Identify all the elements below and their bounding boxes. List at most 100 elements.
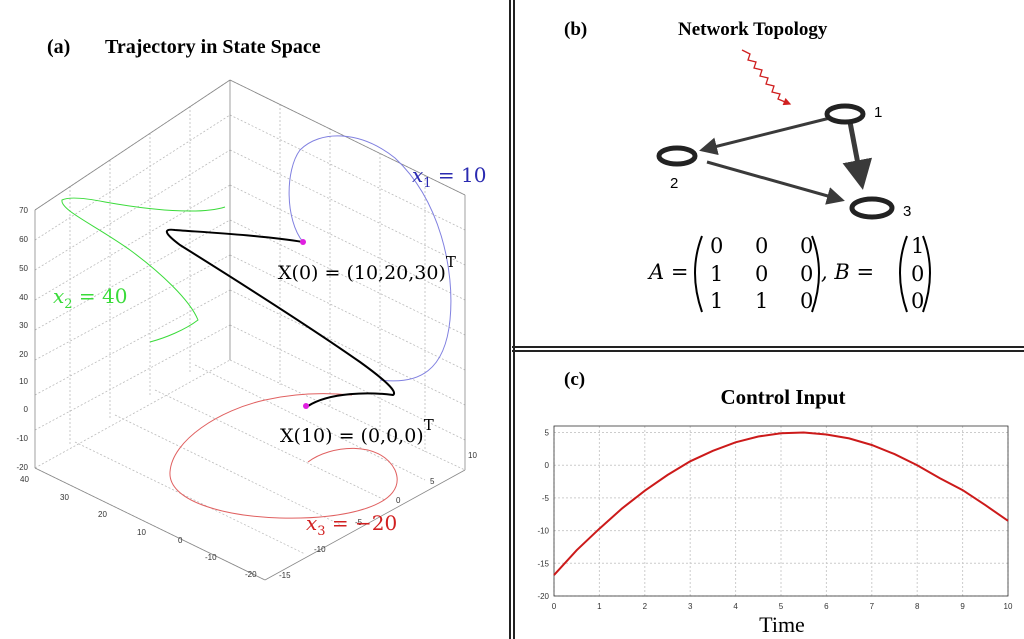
svg-text:0: 0: [911, 289, 924, 313]
z-tick-label: -10: [16, 434, 28, 443]
svg-text:0: 0: [911, 262, 924, 286]
matrix-b-entries: 1 0 0: [911, 234, 924, 313]
y-tick-label: -10: [205, 553, 217, 562]
y-tick-label: 5: [545, 429, 550, 438]
x3-label: x3 = −20: [306, 511, 397, 539]
panel-divider-horizontal: [512, 346, 1024, 348]
svg-text:1: 1: [710, 262, 723, 286]
grid-line: [34, 324, 231, 431]
grid-line: [34, 114, 231, 241]
x-tick-label: -10: [314, 545, 326, 554]
svg-text:1: 1: [755, 289, 768, 313]
grid-line: [74, 441, 306, 555]
grid-line: [229, 359, 466, 471]
x-tick-label: -15: [279, 571, 291, 580]
x-axis-line: [264, 469, 466, 581]
y-tick-label: -5: [542, 494, 550, 503]
node-2: [656, 145, 698, 167]
x-tick-label: 1: [597, 602, 602, 611]
z-tick-label: 60: [19, 235, 28, 244]
panel-b-letter: (b): [564, 19, 587, 40]
grid-line: [229, 289, 466, 406]
x-tick-label: 9: [960, 602, 965, 611]
x1-label: x1 = 10: [412, 163, 486, 191]
grid-line: [34, 359, 231, 469]
svg-text:1: 1: [911, 234, 924, 258]
grid-line: [34, 289, 231, 396]
svg-text:0: 0: [755, 234, 768, 258]
panel-b-network-topology: (b) Network Topology 1 2 3 A = 0 0 0 1 0…: [512, 0, 1024, 348]
chart-grid: [553, 426, 1009, 597]
panel-divider-horizontal: [512, 350, 1024, 352]
x-tick-label: 4: [733, 602, 738, 611]
y-axis-line: [34, 467, 266, 581]
z-tick-label: 70: [19, 206, 28, 215]
x-tick-label: 0: [396, 496, 401, 505]
y-tick-label: 40: [20, 475, 29, 484]
control-input-line-chart: (c) Control Input 0 1 2 3 4 5 6 7 8 9 10 5 0 -5 -10 -15…: [537, 369, 1013, 637]
node-1-label: 1: [874, 104, 882, 121]
grid-line: [34, 184, 231, 301]
grid-line: [194, 364, 426, 481]
matrix-a-left-paren: [694, 235, 703, 313]
x-axis-label: Time: [759, 612, 805, 637]
panel-c-letter: (c): [564, 369, 585, 390]
edge-1-to-2: [699, 116, 831, 156]
control-input-series-line: [553, 431, 1009, 576]
x3-projection-curve: [169, 393, 398, 519]
y-tick-label: -15: [537, 559, 549, 568]
edge-1-to-3: [842, 121, 873, 190]
node-1: [824, 103, 866, 125]
state-space-3d-plot: 70 60 50 40 30 20 10 0 -10 -20 40 30 20 …: [16, 36, 486, 581]
axes-frame: [34, 79, 466, 581]
node-3: [849, 196, 895, 220]
start-point-label: X(0) = (10,20,30)T: [278, 253, 456, 284]
state-trajectory-curve: [165, 228, 396, 407]
grid-line: [34, 254, 231, 361]
end-point-marker: [303, 403, 309, 409]
chart-ticks: 0 1 2 3 4 5 6 7 8 9 10 5 0 -5 -10 -15 -20: [537, 429, 1013, 611]
grid-line: [114, 414, 346, 528]
grid-line: [34, 219, 231, 331]
top-edge: [34, 79, 231, 211]
panel-divider-vertical: [513, 0, 515, 639]
svg-text:0: 0: [800, 289, 813, 313]
panel-a-title: Trajectory in State Space: [105, 36, 321, 58]
grid-line: [229, 149, 466, 266]
grid-line: [229, 114, 466, 231]
x2-projection-curve: [61, 197, 226, 343]
x-tick-label: 0: [552, 602, 557, 611]
y-tick-label: -20: [245, 570, 257, 579]
svg-text:1: 1: [710, 289, 723, 313]
x-tick-label: 10: [468, 451, 477, 460]
x2-label: x2 = 40: [53, 284, 127, 312]
x-tick-label: 6: [824, 602, 829, 611]
z-tick-label: 10: [19, 377, 28, 386]
z-tick-label: 30: [19, 321, 28, 330]
y-tick-label: 10: [137, 528, 146, 537]
y-tick-label: 0: [545, 461, 550, 470]
grid-line: [154, 389, 386, 501]
matrix-a-right-paren: [811, 235, 820, 313]
panel-b-title: Network Topology: [678, 19, 828, 40]
z-tick-label: 20: [19, 350, 28, 359]
chart-title: Control Input: [720, 385, 845, 409]
z-tick-label: 40: [19, 293, 28, 302]
panel-a-letter: (a): [47, 36, 70, 58]
x-tick-label: 8: [915, 602, 920, 611]
plot-area: [553, 425, 1009, 597]
node-3-label: 3: [903, 203, 911, 220]
svg-text:0: 0: [800, 262, 813, 286]
x-tick-label: 10: [1004, 602, 1013, 611]
x1-projection-curve: [288, 135, 452, 382]
y-tick-label: -10: [537, 527, 549, 536]
input-signal-arrow: [741, 49, 792, 106]
svg-text:0: 0: [755, 262, 768, 286]
svg-text:0: 0: [800, 234, 813, 258]
x-tick-label: 3: [688, 602, 693, 611]
x-tick-label: 5: [430, 477, 435, 486]
panel-c-control-input: (c) Control Input 0 1 2 3 4 5 6 7 8 9 10 5 0 -5 -10 -15…: [512, 351, 1024, 639]
z-ticks: 70 60 50 40 30 20 10 0 -10 -20: [16, 206, 28, 472]
edge-2-to-3: [706, 160, 845, 205]
network-diagram: (b) Network Topology 1 2 3 A = 0 0 0 1 0…: [564, 19, 931, 313]
